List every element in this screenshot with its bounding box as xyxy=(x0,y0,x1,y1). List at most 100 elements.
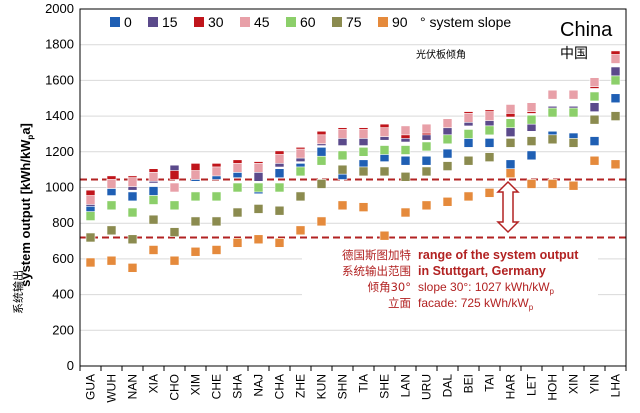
data-point-75 xyxy=(379,166,390,177)
data-point-0 xyxy=(526,150,537,161)
data-point-75 xyxy=(295,191,306,202)
data-point-45 xyxy=(400,125,411,136)
data-point-60 xyxy=(274,182,285,193)
annotation-en-2: in Stuttgart, Germany xyxy=(418,264,546,278)
x-tick-label: LHA xyxy=(609,374,623,397)
data-point-90 xyxy=(547,179,558,189)
data-point-60 xyxy=(526,114,537,125)
data-point-75 xyxy=(358,166,369,177)
annotation-en-1: range of the system output xyxy=(418,248,579,262)
data-point-45 xyxy=(253,163,264,173)
data-point-0 xyxy=(505,159,516,170)
x-tick-label: KUN xyxy=(315,374,329,399)
legend-swatch-0 xyxy=(110,17,120,27)
x-tick-label: HOH xyxy=(546,374,560,401)
data-point-60 xyxy=(589,91,600,102)
data-point-0 xyxy=(316,147,327,157)
data-point-60 xyxy=(253,182,264,193)
data-point-90 xyxy=(505,168,516,179)
data-point-60 xyxy=(337,150,348,161)
x-tick-label: XIA xyxy=(147,374,161,393)
data-point-75 xyxy=(85,232,96,243)
data-point-90 xyxy=(190,246,201,257)
data-point-75 xyxy=(589,114,600,125)
data-point-0 xyxy=(484,138,495,148)
data-point-60 xyxy=(400,145,411,155)
annotation-en-4: facade: 725 kWh/kWp xyxy=(418,296,534,312)
data-point-45 xyxy=(610,54,621,64)
y-tick-label: 0 xyxy=(67,358,74,373)
data-point-90 xyxy=(610,159,621,170)
data-point-45 xyxy=(190,170,201,180)
y-tick-label: 200 xyxy=(52,322,74,337)
data-point-60 xyxy=(316,155,327,166)
data-point-90 xyxy=(379,230,390,241)
data-point-90 xyxy=(400,207,411,218)
data-point-0 xyxy=(610,93,621,104)
data-point-0 xyxy=(421,155,432,166)
x-tick-label: CHE xyxy=(210,374,224,399)
data-point-75 xyxy=(106,225,117,236)
data-point-60 xyxy=(127,207,138,218)
data-point-45 xyxy=(337,129,348,139)
y-tick-label: 1600 xyxy=(45,72,74,87)
legend-swatch-45 xyxy=(240,17,250,27)
data-point-60 xyxy=(358,147,369,157)
x-tick-label: LAN xyxy=(399,374,413,397)
x-tick-label: XIM xyxy=(189,374,203,395)
data-point-0 xyxy=(442,148,453,159)
data-point-75 xyxy=(568,138,579,148)
data-point-90 xyxy=(316,216,327,227)
data-point-45 xyxy=(316,134,327,145)
data-point-60 xyxy=(568,107,579,118)
annotation-en-3: slope 30°: 1027 kWh/kWp xyxy=(418,280,555,296)
x-tick-label: NAJ xyxy=(252,374,266,397)
data-point-75 xyxy=(421,166,432,177)
data-point-0 xyxy=(127,191,138,202)
data-point-60 xyxy=(232,182,243,193)
data-point-60 xyxy=(106,200,117,211)
legend-label-90: 90 xyxy=(392,14,408,30)
data-point-75 xyxy=(232,207,243,218)
data-point-60 xyxy=(463,129,474,139)
data-point-90 xyxy=(148,245,159,255)
data-point-15 xyxy=(610,66,621,77)
data-point-45 xyxy=(211,166,222,177)
x-tick-label: YIN xyxy=(588,374,602,394)
x-tick-label: BEI xyxy=(462,374,476,393)
data-point-0 xyxy=(274,168,285,179)
y-tick-label: 800 xyxy=(52,215,74,230)
data-point-75 xyxy=(547,134,558,145)
data-point-90 xyxy=(484,188,495,198)
x-tick-label: TAI xyxy=(483,374,497,392)
data-point-60 xyxy=(148,195,159,205)
x-tick-label: CHO xyxy=(168,374,182,401)
data-point-15 xyxy=(589,102,600,112)
data-point-90 xyxy=(463,191,474,202)
x-tick-label: GUA xyxy=(84,374,98,400)
data-point-75 xyxy=(505,138,516,148)
legend-note-cn: 光伏板倾角 xyxy=(416,48,466,61)
data-point-45 xyxy=(547,89,558,100)
legend-label-60: 60 xyxy=(300,14,316,30)
data-point-75 xyxy=(211,216,222,227)
data-point-90 xyxy=(421,200,432,211)
data-point-60 xyxy=(85,211,96,221)
data-point-45 xyxy=(127,177,138,187)
data-point-45 xyxy=(421,123,432,134)
data-point-75 xyxy=(190,216,201,227)
data-point-15 xyxy=(505,127,516,137)
data-point-90 xyxy=(526,179,537,189)
data-point-15 xyxy=(253,171,264,182)
data-point-0 xyxy=(589,136,600,146)
data-point-60 xyxy=(442,134,453,145)
x-tick-label: SHN xyxy=(336,374,350,399)
data-point-60 xyxy=(211,191,222,202)
data-point-60 xyxy=(379,145,390,155)
data-point-0 xyxy=(463,138,474,148)
data-point-90 xyxy=(85,257,96,268)
x-tick-label: TIA xyxy=(357,374,371,393)
annotation-cn-4: 立面 xyxy=(388,296,411,310)
annotation-cn-2: 系统输出范围 xyxy=(342,264,411,278)
